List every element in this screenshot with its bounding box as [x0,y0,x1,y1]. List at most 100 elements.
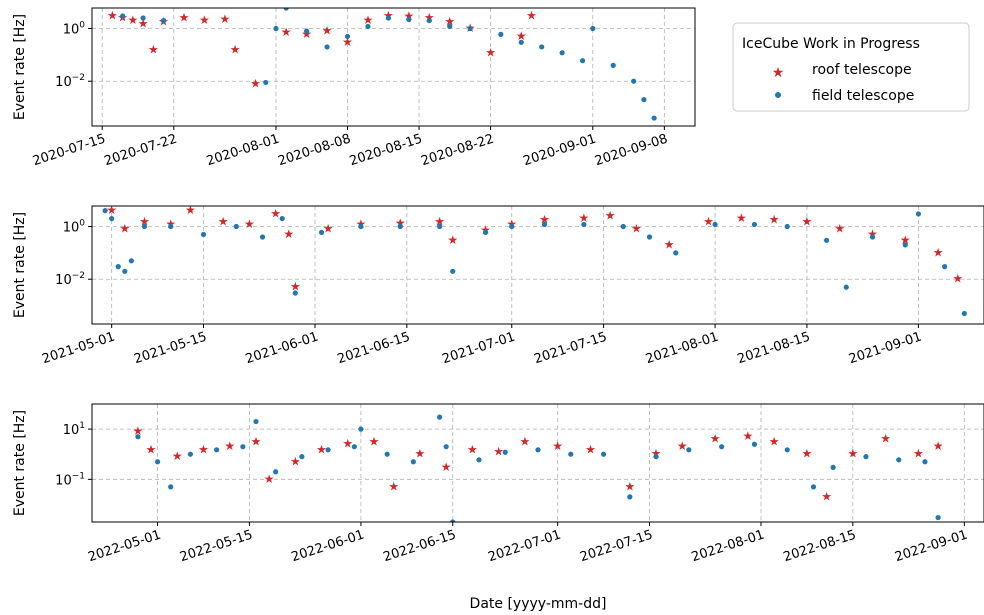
roof-telescope-point: ★ [467,442,478,456]
data-layer: ★★★★★★★★★★★★★★★★★★★★★★★★ [107,8,657,121]
roof-telescope-point: ★ [834,222,845,236]
x-axis-label: Date [yyyy-mm-dd] [470,596,607,612]
roof-telescope-point: ★ [270,206,281,220]
x-tick-label: 2021-07-01 [441,330,517,368]
roof-telescope-point: ★ [264,472,275,486]
roof-telescope-point: ★ [342,35,353,49]
roof-telescope-point: ★ [133,424,144,438]
roof-telescope-point: ★ [847,447,858,461]
field-telescope-point [385,15,391,21]
roof-telescope-point: ★ [119,222,130,236]
field-telescope-point [344,33,351,40]
y-tick-label: 101 [63,421,85,438]
field-telescope-point [869,234,876,240]
field-telescope-point [784,447,790,453]
legend-field-label: field telescope [812,88,914,104]
roof-telescope-point: ★ [493,445,504,459]
field-telescope-point [292,290,298,296]
roof-telescope-point: ★ [395,216,406,230]
x-tick-label: 2020-08-22 [419,132,495,170]
roof-telescope-point: ★ [485,45,496,59]
y-axis-label: Event rate [Hz] [12,410,28,516]
roof-telescope-point: ★ [218,214,229,228]
field-telescope-point [673,250,679,256]
y-tick-label: 100 [63,219,86,236]
field-telescope-point [535,447,541,453]
field-telescope-point [299,454,305,460]
field-telescope-point [498,31,504,37]
roof-telescope-point: ★ [322,24,333,38]
roof-telescope-point: ★ [913,447,924,461]
roof-telescope-point: ★ [631,222,642,236]
field-telescope-point [279,215,285,222]
roof-telescope-point: ★ [821,489,832,503]
field-telescope-point [324,44,330,50]
x-tick-label: 2021-07-15 [532,330,608,368]
roof-telescope-point: ★ [539,212,550,226]
legend-title: IceCube Work in Progress [742,36,920,52]
field-telescope-point [187,451,193,457]
field-telescope-point [541,221,548,228]
roof-telescope-point: ★ [900,233,911,247]
legend-roof-label: roof telescope [812,62,912,78]
field-telescope-point [559,50,565,56]
field-telescope-point [539,44,545,50]
roof-telescope-point: ★ [444,14,455,28]
field-telescope-point [273,469,279,475]
field-telescope-point [351,444,357,450]
roof-telescope-point: ★ [369,435,380,449]
roof-telescope-point: ★ [244,217,255,231]
roof-telescope-point: ★ [316,442,327,456]
roof-telescope-point: ★ [424,11,435,25]
field-telescope-point [447,23,453,30]
x-tick-label: 2022-05-01 [86,528,162,566]
field-telescope-point [641,97,647,103]
roof-telescope-point: ★ [107,8,118,22]
field-telescope-point [365,23,371,30]
field-telescope-point [128,258,134,264]
field-telescope-point [896,457,902,463]
roof-telescope-point: ★ [281,25,292,39]
field-telescope-point [620,223,626,230]
x-tick-label: 2022-08-01 [690,528,766,566]
panel-2022: ★★ ★ ★ ★ ★★★★ ★ ★★★★★ ★★ ★ ★★★★★ ★ ★★★★★★★2022-05-0… [12,403,984,566]
field-telescope-point [719,444,725,450]
x-tick-label: 2020-08-01 [205,132,281,170]
field-telescope-point [942,264,948,270]
field-telescope-point [467,25,473,32]
field-telescope-point [590,25,596,32]
roof-telescope-point: ★ [219,12,230,26]
roof-telescope-point: ★ [952,272,963,286]
roof-telescope-point: ★ [447,233,458,247]
field-telescope-point [482,229,489,235]
x-tick-label: 2020-07-15 [31,132,107,170]
roof-telescope-point: ★ [403,9,414,23]
roof-telescope-point: ★ [579,211,590,225]
roof-telescope-point: ★ [552,439,563,453]
legend-entry-roof: ★ roof telescope [772,62,912,81]
roof-telescope-point: ★ [415,447,426,461]
field-telescope-point [843,284,849,290]
y-axis-label: Event rate [Hz] [12,14,28,120]
field-telescope-point [154,459,161,465]
x-tick-label: 2022-05-15 [178,528,254,566]
field-telescope-point [109,215,115,222]
roof-telescope-point: ★ [769,435,780,449]
roof-telescope-point: ★ [880,432,891,446]
field-telescope-point [233,223,239,230]
field-telescope-point [810,484,817,490]
y-tick-label: 10−2 [55,73,85,90]
roof-telescope-point: ★ [519,435,530,449]
legend-field-marker [775,92,781,98]
field-telescope-point [115,264,121,270]
field-telescope-point [751,441,758,447]
x-tick-label: 2020-09-08 [593,132,669,170]
roof-telescope-point: ★ [526,8,537,22]
field-telescope-point [915,211,922,217]
roof-telescope-point: ★ [664,237,675,251]
roof-telescope-point: ★ [323,222,334,236]
roof-telescope-point: ★ [703,214,714,228]
roof-telescope-point: ★ [185,203,196,217]
roof-telescope-point: ★ [251,435,262,449]
roof-telescope-point: ★ [283,227,294,241]
